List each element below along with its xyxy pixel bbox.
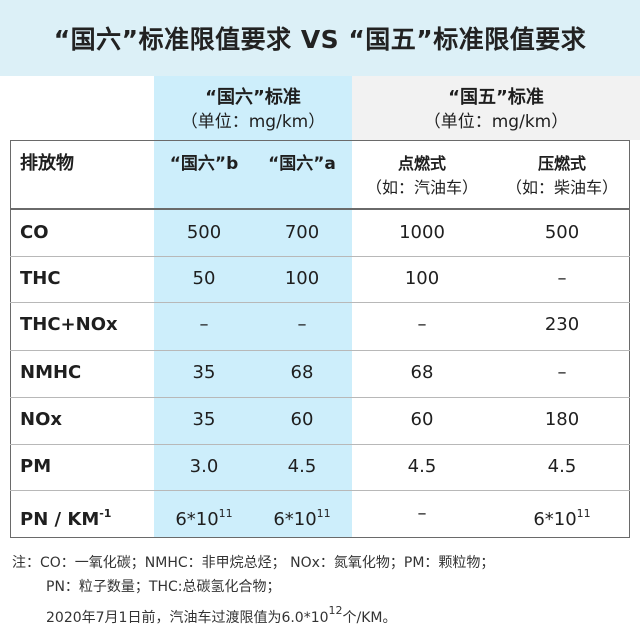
pn-spark: – <box>417 503 427 524</box>
col-guoliu-a-header: “国六”a <box>268 154 336 174</box>
row-divider <box>10 256 630 257</box>
cell-compression: 180 <box>544 409 580 430</box>
cell-spark: 60 <box>410 409 434 430</box>
cell-spark: 1000 <box>399 222 445 243</box>
col-compression-title: 压燃式 <box>537 154 586 173</box>
note-line-1: 注：CO：一氧化碳；NMHC：非甲烷总烃； NOx：氮氧化物；PM：颗粒物； <box>12 555 495 571</box>
row-divider <box>10 397 630 398</box>
emission-table <box>10 140 630 538</box>
guoliu-column-highlight <box>154 76 352 538</box>
cell-guoliu-a: 68 <box>290 362 314 383</box>
cell-compression: 4.5 <box>547 456 577 477</box>
cell-guoliu-b: 50 <box>192 268 216 289</box>
row-divider <box>10 444 630 445</box>
row-label: CO <box>20 222 49 243</box>
guowu-header-background <box>352 76 640 140</box>
cell-guoliu-a: 60 <box>290 409 314 430</box>
note-line-3-unit: 个/KM。 <box>342 610 397 626</box>
guoliu-group-name: “国六”标准 <box>205 87 301 108</box>
guoliu-group-unit: （单位：mg/km） <box>180 112 326 132</box>
cell-guoliu-a: 4.5 <box>287 456 317 477</box>
cell-compression: – <box>557 268 567 289</box>
guowu-group-name: “国五”标准 <box>448 87 544 108</box>
cell-compression: 230 <box>544 314 580 335</box>
pn-guoliu-a: 6*1011 <box>252 503 352 531</box>
pn-row-name: PN / KM <box>20 509 100 530</box>
col-spark-title: 点燃式 <box>397 154 446 173</box>
page-title: “国六”标准限值要求 VS “国五”标准限值要求 <box>53 25 587 54</box>
cell-spark: 100 <box>404 268 440 289</box>
pn-guoliu-a-base: 6*10 <box>273 509 317 530</box>
cell-compression: 500 <box>544 222 580 243</box>
cell-spark: – <box>417 314 427 335</box>
pn-guoliu-a-exp: 11 <box>316 507 331 520</box>
col-guoliu-b-header: “国六”b <box>169 154 239 174</box>
row-label: THC+NOx <box>20 314 118 335</box>
row-divider <box>10 350 630 351</box>
pn-row-label: PN / KM-1 <box>20 503 111 531</box>
pn-guoliu-b: 6*1011 <box>154 503 254 531</box>
pn-compression: 6*1011 <box>494 503 630 531</box>
note-line-3: 2020年7月1日前，汽油车过渡限值为6.0*1012个/KM。 <box>46 600 397 629</box>
cell-spark: 4.5 <box>407 456 437 477</box>
cell-spark: 68 <box>410 362 434 383</box>
row-divider <box>10 490 630 491</box>
pn-guoliu-b-exp: 11 <box>218 507 233 520</box>
guoliu-group-header: “国六”标准 （单位：mg/km） <box>154 86 352 134</box>
cell-guoliu-a: 100 <box>284 268 320 289</box>
cell-guoliu-b: 500 <box>186 222 222 243</box>
col-spark-example: （如：汽油车） <box>365 178 478 197</box>
col-spark-header: 点燃式 （如：汽油车） <box>352 152 492 200</box>
row-divider <box>10 302 630 303</box>
pn-compression-exp: 11 <box>576 507 591 520</box>
title-bar: “国六”标准限值要求 VS “国五”标准限值要求 <box>0 0 640 76</box>
header-divider <box>10 208 630 210</box>
pn-compression-base: 6*10 <box>533 509 577 530</box>
row-label: THC <box>20 268 61 289</box>
guowu-group-header: “国五”标准 （单位：mg/km） <box>352 86 640 134</box>
note-line-3-text: 2020年7月1日前，汽油车过渡限值为6.0*10 <box>46 610 329 626</box>
row-label: PM <box>20 456 52 477</box>
cell-guoliu-b: – <box>199 314 209 335</box>
row-label: NMHC <box>20 362 82 383</box>
cell-guoliu-b: 35 <box>192 409 216 430</box>
col-compression-header: 压燃式 （如：柴油车） <box>494 152 630 200</box>
cell-guoliu-a: 700 <box>284 222 320 243</box>
pollutant-header: 排放物 <box>20 153 74 174</box>
col-compression-example: （如：柴油车） <box>505 178 618 197</box>
guowu-group-unit: （单位：mg/km） <box>423 112 569 132</box>
pn-row-exponent: -1 <box>99 507 112 520</box>
cell-compression: – <box>557 362 567 383</box>
cell-guoliu-b: 35 <box>192 362 216 383</box>
note-line-3-exp: 12 <box>328 604 343 617</box>
note-line-2: PN：粒子数量；THC:总碳氢化合物； <box>46 579 281 595</box>
pn-guoliu-b-base: 6*10 <box>175 509 219 530</box>
row-label: NOx <box>20 409 62 430</box>
cell-guoliu-a: – <box>297 314 307 335</box>
cell-guoliu-b: 3.0 <box>189 456 219 477</box>
